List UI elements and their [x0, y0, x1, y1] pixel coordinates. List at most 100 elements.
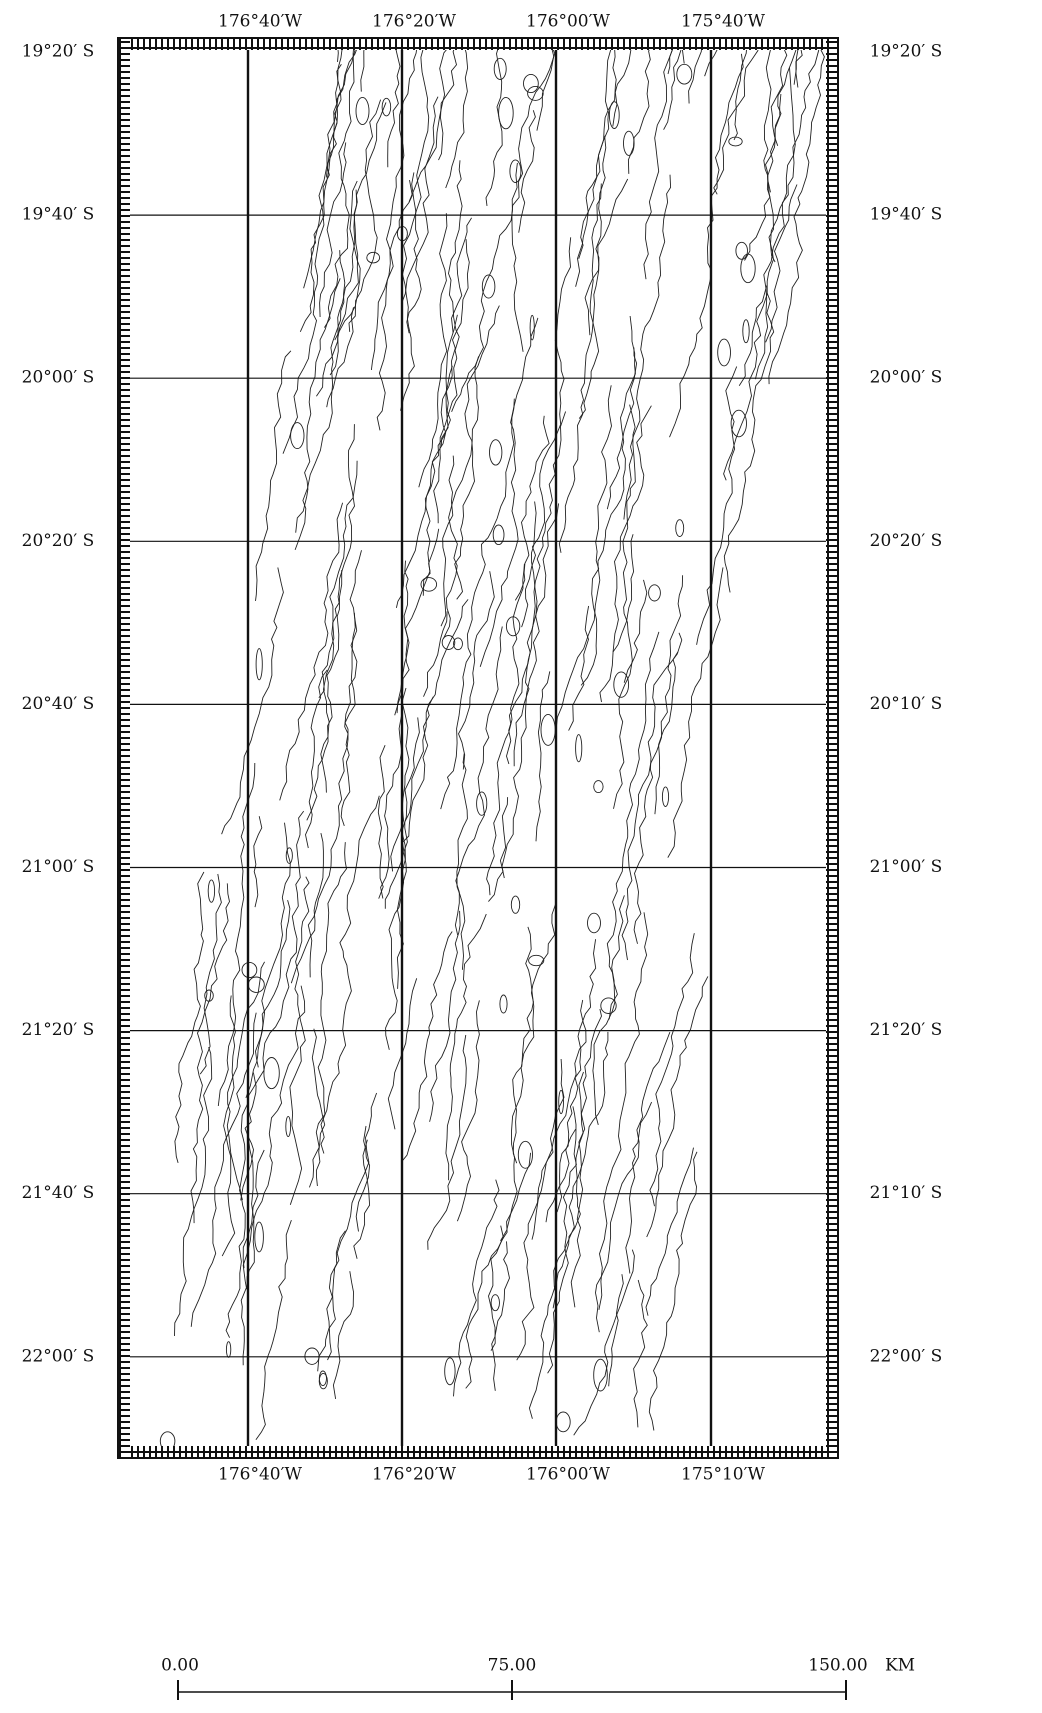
lat-label-right: 20°20′ S — [870, 531, 943, 551]
contour — [318, 1093, 377, 1371]
contour — [423, 239, 469, 596]
contour-closed — [556, 1412, 570, 1432]
lat-label-left: 19°20′ S — [22, 42, 95, 62]
contour — [218, 763, 255, 1106]
contour — [283, 64, 341, 454]
contour-closed — [490, 440, 502, 465]
contour — [492, 1241, 510, 1390]
contour — [324, 26, 356, 328]
contour — [622, 575, 683, 960]
contour — [222, 996, 235, 1257]
contour — [512, 44, 555, 352]
contour — [319, 424, 355, 698]
contour — [312, 1029, 324, 1186]
contour-closed — [662, 787, 668, 807]
lat-label-right: 19°40′ S — [870, 205, 943, 225]
contour-closed — [491, 1295, 499, 1311]
scale-label: 0.00 — [161, 1656, 199, 1676]
contour — [256, 351, 291, 601]
contour — [441, 399, 515, 809]
contour — [581, 385, 611, 685]
contour — [646, 1148, 694, 1316]
contour — [536, 671, 550, 841]
contour — [397, 529, 439, 713]
contour-closed — [248, 977, 264, 992]
contour — [607, 632, 659, 1019]
contour — [391, 688, 409, 871]
contour-closed — [477, 792, 487, 815]
lat-label-left: 22°00′ S — [22, 1346, 95, 1366]
graticule — [130, 50, 826, 1446]
contour — [444, 356, 479, 638]
contour-closed — [256, 649, 262, 680]
contour — [296, 278, 341, 532]
contour — [401, 34, 429, 411]
contour-closed — [649, 585, 661, 601]
scale-unit: KM — [885, 1656, 915, 1676]
frame-right — [826, 38, 838, 1458]
contour — [377, 180, 412, 430]
map-figure: 19°20′ S19°20′ S19°40′ S19°40′ S20°00′ S… — [0, 0, 1042, 1713]
contour — [290, 877, 309, 1205]
lat-label-left: 20°00′ S — [22, 368, 95, 388]
contour-closed — [242, 962, 257, 977]
contour-closed — [741, 254, 755, 283]
contour-closed — [255, 1222, 264, 1252]
contour-closed — [499, 97, 514, 128]
lat-label-right: 20°10′ S — [870, 694, 943, 714]
lat-label-left: 21°20′ S — [22, 1020, 95, 1040]
contour — [585, 179, 628, 335]
contour — [378, 745, 385, 898]
contour — [613, 0, 669, 126]
lon-label-top: 176°00′W — [526, 12, 610, 32]
contour — [309, 842, 346, 1187]
contour — [668, 567, 723, 857]
contour — [670, 54, 744, 437]
contour-closed — [524, 74, 539, 92]
contour — [222, 568, 284, 835]
frame-bottom — [118, 1446, 838, 1458]
lat-label-left: 21°00′ S — [22, 857, 95, 877]
contour-closed — [442, 636, 455, 650]
contour — [459, 571, 495, 769]
contour-closed — [205, 990, 214, 1001]
frame-outline — [118, 38, 838, 1458]
contour — [446, 914, 486, 1180]
contour — [755, 24, 818, 380]
contour — [306, 670, 328, 848]
scale-label: 75.00 — [488, 1656, 537, 1676]
contour — [624, 175, 671, 520]
lon-label-top: 176°20′W — [372, 12, 456, 32]
contour — [626, 1102, 652, 1273]
labels: 19°20′ S19°20′ S19°40′ S19°40′ S20°00′ S… — [22, 12, 943, 1485]
contour — [574, 1250, 635, 1436]
lat-label-right: 22°00′ S — [870, 1346, 943, 1366]
contour — [650, 933, 694, 1206]
contour — [599, 912, 648, 1310]
contour-closed — [676, 520, 684, 537]
lon-label-bottom: 176°00′W — [526, 1465, 610, 1485]
lon-label-bottom: 175°10′W — [681, 1465, 765, 1485]
contour — [385, 599, 468, 908]
contour — [513, 904, 556, 1163]
contour-closed — [286, 1116, 291, 1136]
contour — [553, 1032, 608, 1308]
contour-closed — [718, 339, 731, 366]
lat-label-left: 21°40′ S — [22, 1183, 95, 1203]
contour — [593, 895, 625, 1125]
contour — [256, 1220, 292, 1440]
contour — [569, 606, 589, 731]
contour — [452, 163, 518, 412]
contour — [430, 911, 461, 1122]
contour — [457, 1000, 479, 1221]
contour-closed — [356, 97, 369, 124]
contour — [655, 652, 678, 814]
contour — [502, 502, 539, 879]
contour — [321, 796, 379, 1154]
lat-label-left: 19°40′ S — [22, 205, 95, 225]
lat-label-left: 20°40′ S — [22, 694, 95, 714]
contour — [697, 367, 737, 645]
contour-closed — [264, 1058, 279, 1089]
contour — [320, 142, 347, 317]
lat-label-right: 20°00′ S — [870, 368, 943, 388]
